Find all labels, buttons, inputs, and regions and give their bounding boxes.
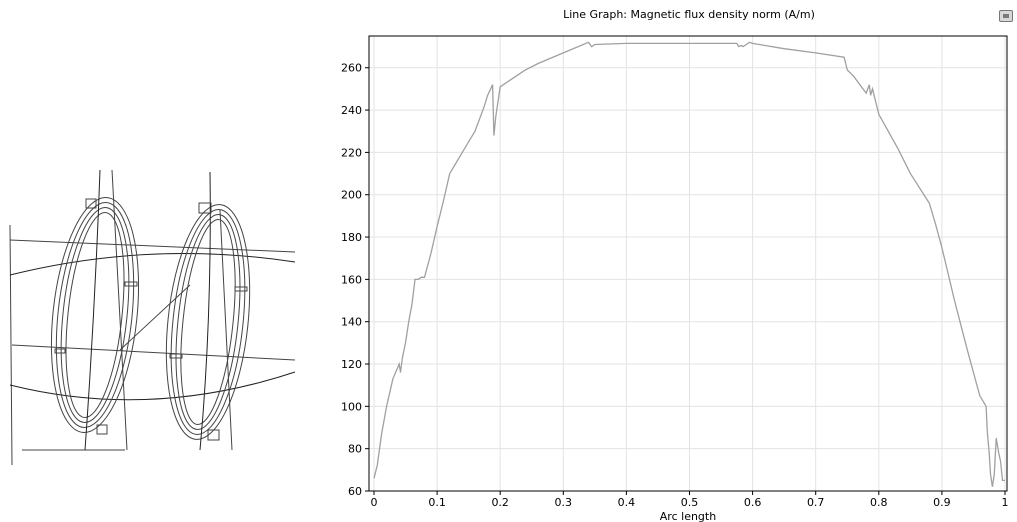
x-tick-label: 0.8 [870, 496, 888, 509]
geometry-view [9, 169, 296, 466]
x-tick-label: 0.6 [744, 496, 762, 509]
domain-edge [11, 344, 296, 361]
y-tick-label: 140 [341, 316, 362, 329]
x-tick-label: 0.3 [555, 496, 573, 509]
right-coil-marker [234, 286, 248, 292]
x-tick-label: 0 [371, 496, 378, 509]
domain-edge [111, 169, 128, 451]
y-tick-label: 220 [341, 146, 362, 159]
left-coil-marker [54, 348, 66, 354]
axis-ticks: 0 0.1 0.2 0.3 0.4 0.5 0.6 0.7 0.8 0.9 160801001201… [341, 62, 1009, 509]
domain-edge [9, 224, 13, 466]
chart-title: Line Graph: Magnetic flux density norm (… [563, 8, 815, 21]
y-tick-label: 180 [341, 231, 362, 244]
x-tick-label: 0.2 [491, 496, 509, 509]
y-tick-label: 120 [341, 358, 362, 371]
domain-arc [9, 371, 296, 401]
y-tick-label: 60 [348, 485, 362, 498]
left-coil-loop [65, 212, 125, 418]
right-coil-marker [198, 202, 212, 214]
right-coil-loop [180, 219, 236, 425]
line-graph: Line Graph: Magnetic flux density norm (… [341, 8, 1009, 522]
x-axis-label: Arc length [660, 510, 716, 522]
grid [369, 36, 1007, 492]
right-coil-marker [169, 353, 183, 359]
x-tick-label: 0.1 [428, 496, 446, 509]
left-coil-axis [84, 169, 101, 451]
left-coil-marker [85, 198, 97, 209]
left-coil-loop [55, 202, 135, 428]
y-tick-label: 80 [348, 443, 362, 456]
series-line [373, 41, 1005, 487]
y-tick-label: 160 [341, 273, 362, 286]
x-tick-label: 0.7 [807, 496, 825, 509]
y-tick-label: 240 [341, 104, 362, 117]
right-coil-loop [165, 204, 251, 440]
x-tick-label: 0.4 [618, 496, 636, 509]
domain-edge [219, 209, 233, 451]
x-tick-label: 1 [1002, 496, 1009, 509]
left-coil-loop [60, 207, 130, 423]
plot-area [368, 35, 1008, 492]
left-coil-loop [50, 197, 140, 433]
domain-edge [119, 284, 191, 351]
right-coil-axis [199, 171, 211, 451]
export-image-button[interactable] [999, 10, 1013, 22]
right-coil-loop [175, 214, 241, 430]
right-coil-marker [207, 429, 220, 441]
domain-edge [9, 239, 296, 253]
x-tick-label: 0.9 [933, 496, 951, 509]
y-tick-label: 200 [341, 189, 362, 202]
right-coil-loop [170, 209, 246, 435]
y-tick-label: 100 [341, 400, 362, 413]
x-tick-label: 0.5 [681, 496, 699, 509]
domain-arc [9, 253, 296, 276]
left-coil-marker [96, 424, 108, 435]
left-coil-marker [124, 281, 138, 287]
y-tick-label: 260 [341, 62, 362, 75]
